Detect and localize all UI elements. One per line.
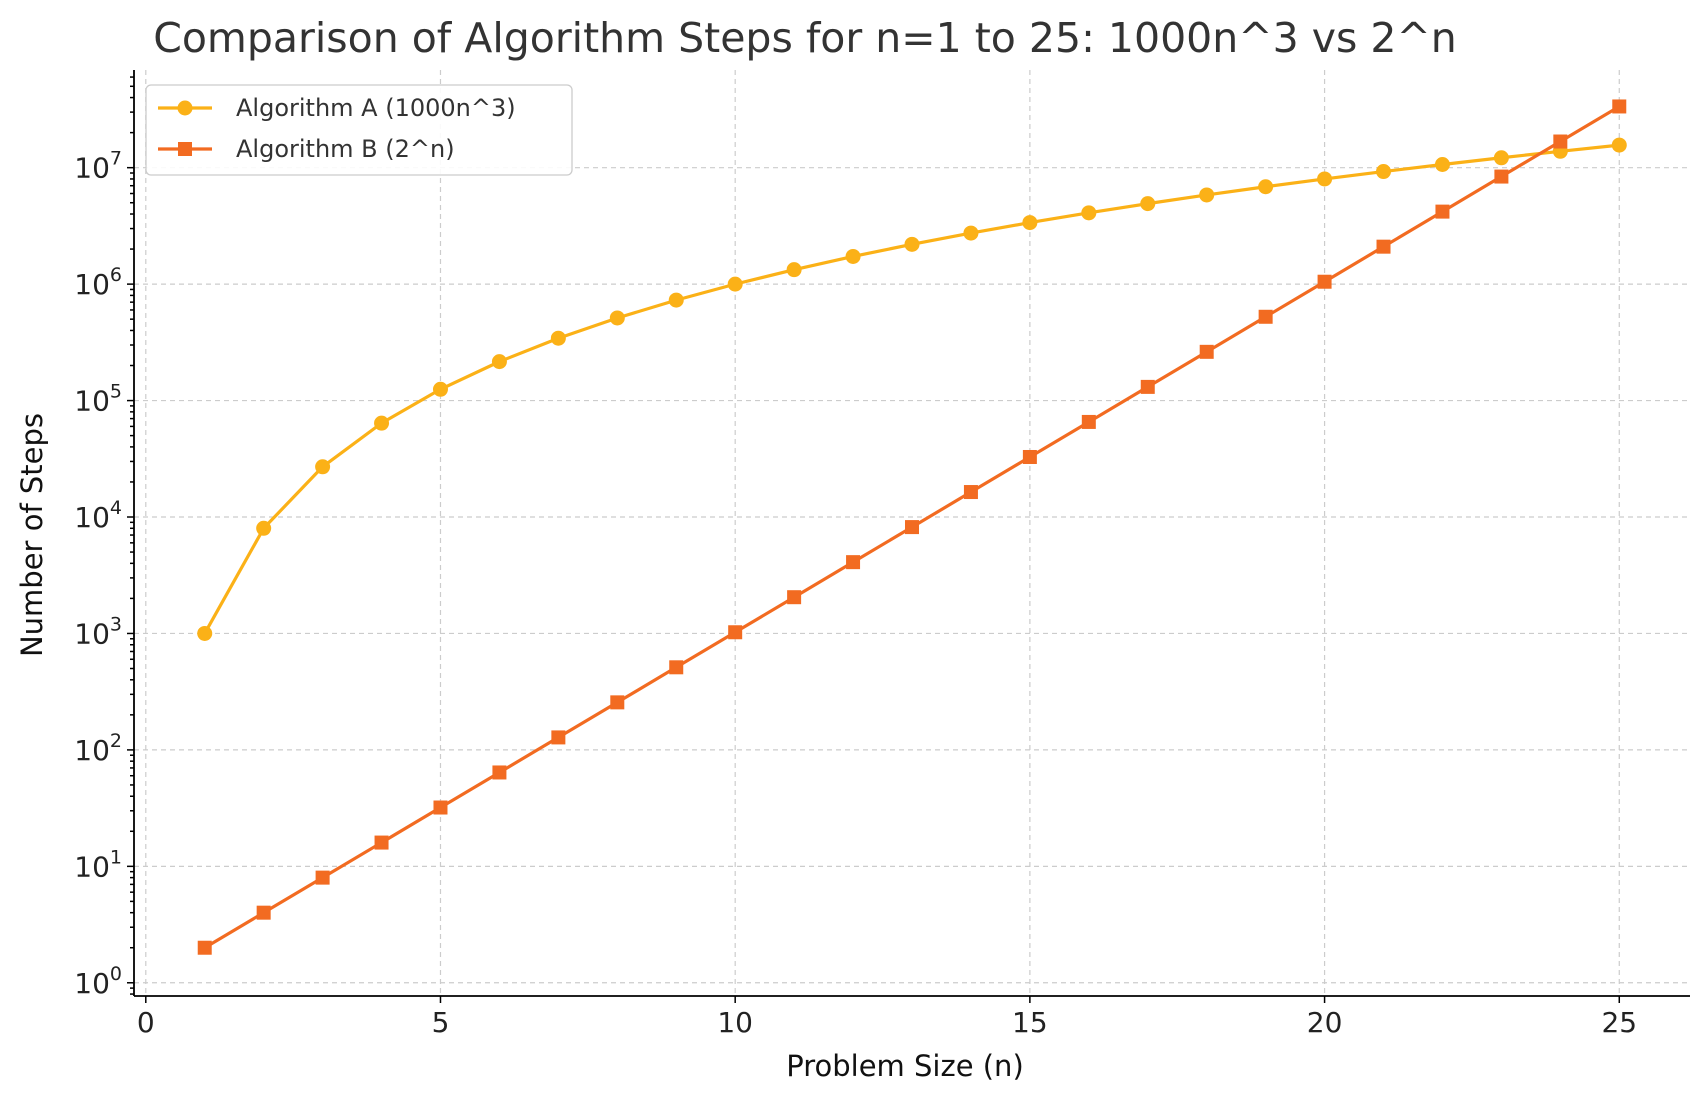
data-point	[256, 905, 271, 920]
data-point	[1612, 99, 1627, 114]
data-point	[550, 330, 566, 346]
data-point	[1081, 414, 1096, 429]
legend-label: Algorithm A (1000n^3)	[236, 94, 516, 122]
x-axis-title: Problem Size (n)	[786, 1049, 1024, 1083]
data-point	[315, 870, 330, 885]
data-point	[905, 520, 919, 535]
y-tick-label: 100	[74, 963, 122, 1000]
data-point	[197, 940, 212, 955]
data-point	[787, 590, 802, 605]
data-point	[197, 625, 213, 641]
data-point	[315, 459, 331, 475]
data-point	[1258, 309, 1273, 324]
data-point	[1494, 169, 1509, 184]
data-point	[1317, 171, 1333, 187]
y-tick-label: 105	[74, 381, 122, 418]
y-tick-label: 101	[74, 846, 122, 883]
data-point	[609, 310, 625, 326]
data-point	[256, 520, 272, 536]
y-axis-title: Number of Steps	[15, 413, 49, 657]
axes	[133, 70, 1690, 997]
data-point	[1022, 215, 1038, 231]
y-tick-label: 103	[74, 613, 122, 650]
data-point	[1376, 239, 1391, 254]
x-tick-label: 20	[1307, 1006, 1343, 1039]
x-tick-label: 25	[1601, 1006, 1637, 1039]
chart-title: Comparison of Algorithm Steps for n=1 to…	[153, 14, 1457, 62]
legend-marker	[177, 100, 193, 116]
data-point	[1493, 150, 1509, 166]
series-line	[203, 143, 1620, 635]
data-point	[1376, 164, 1392, 180]
data-point	[551, 730, 566, 745]
data-point	[491, 354, 507, 370]
data-point	[845, 248, 861, 264]
legend-label: Algorithm B (2^n)	[236, 135, 455, 163]
y-tick-label: 104	[74, 497, 122, 534]
data-point	[610, 695, 625, 710]
series-2	[197, 99, 1627, 955]
data-point	[786, 262, 802, 278]
legend-item: Algorithm A (1000n^3)	[158, 94, 516, 122]
data-point	[1434, 157, 1450, 173]
data-point	[1258, 179, 1274, 195]
data-point	[1140, 379, 1155, 394]
data-point	[1199, 187, 1215, 203]
data-point	[492, 765, 507, 780]
data-point	[433, 800, 448, 815]
x-tick-label: 15	[1012, 1006, 1048, 1039]
data-point	[1199, 344, 1214, 359]
data-point	[846, 555, 861, 570]
data-point	[1611, 137, 1627, 153]
legend-frame	[145, 84, 573, 176]
data-series	[197, 99, 1627, 955]
data-point	[432, 381, 448, 397]
y-tick-label: 106	[74, 264, 122, 301]
legend-item: Algorithm B (2^n)	[158, 135, 455, 163]
data-point	[1435, 204, 1450, 219]
data-point	[963, 225, 979, 241]
data-point	[669, 660, 684, 675]
data-point	[728, 625, 743, 640]
y-axis-ticks: 100 101 102 103 104 105 106 107	[74, 76, 134, 1000]
data-point	[1317, 274, 1332, 289]
data-point	[374, 835, 389, 850]
data-point	[668, 292, 684, 308]
x-axis-ticks: 0 5 10 15 20 25	[137, 996, 1637, 1039]
series-1	[197, 137, 1627, 641]
x-tick-label: 5	[432, 1006, 450, 1039]
data-point	[1553, 134, 1568, 149]
data-point	[1081, 205, 1097, 221]
y-tick-label: 102	[74, 730, 122, 767]
data-point	[963, 485, 978, 500]
legend-marker	[178, 142, 192, 156]
data-point	[374, 415, 390, 431]
legend: Algorithm A (1000n^3) Algorithm B (2^n)	[145, 84, 573, 176]
x-tick-label: 0	[137, 1006, 155, 1039]
data-point	[904, 236, 920, 252]
data-point	[1140, 196, 1156, 212]
x-tick-label: 10	[717, 1006, 753, 1039]
data-point	[727, 276, 743, 292]
data-point	[1022, 449, 1037, 464]
y-tick-label: 107	[74, 148, 122, 185]
